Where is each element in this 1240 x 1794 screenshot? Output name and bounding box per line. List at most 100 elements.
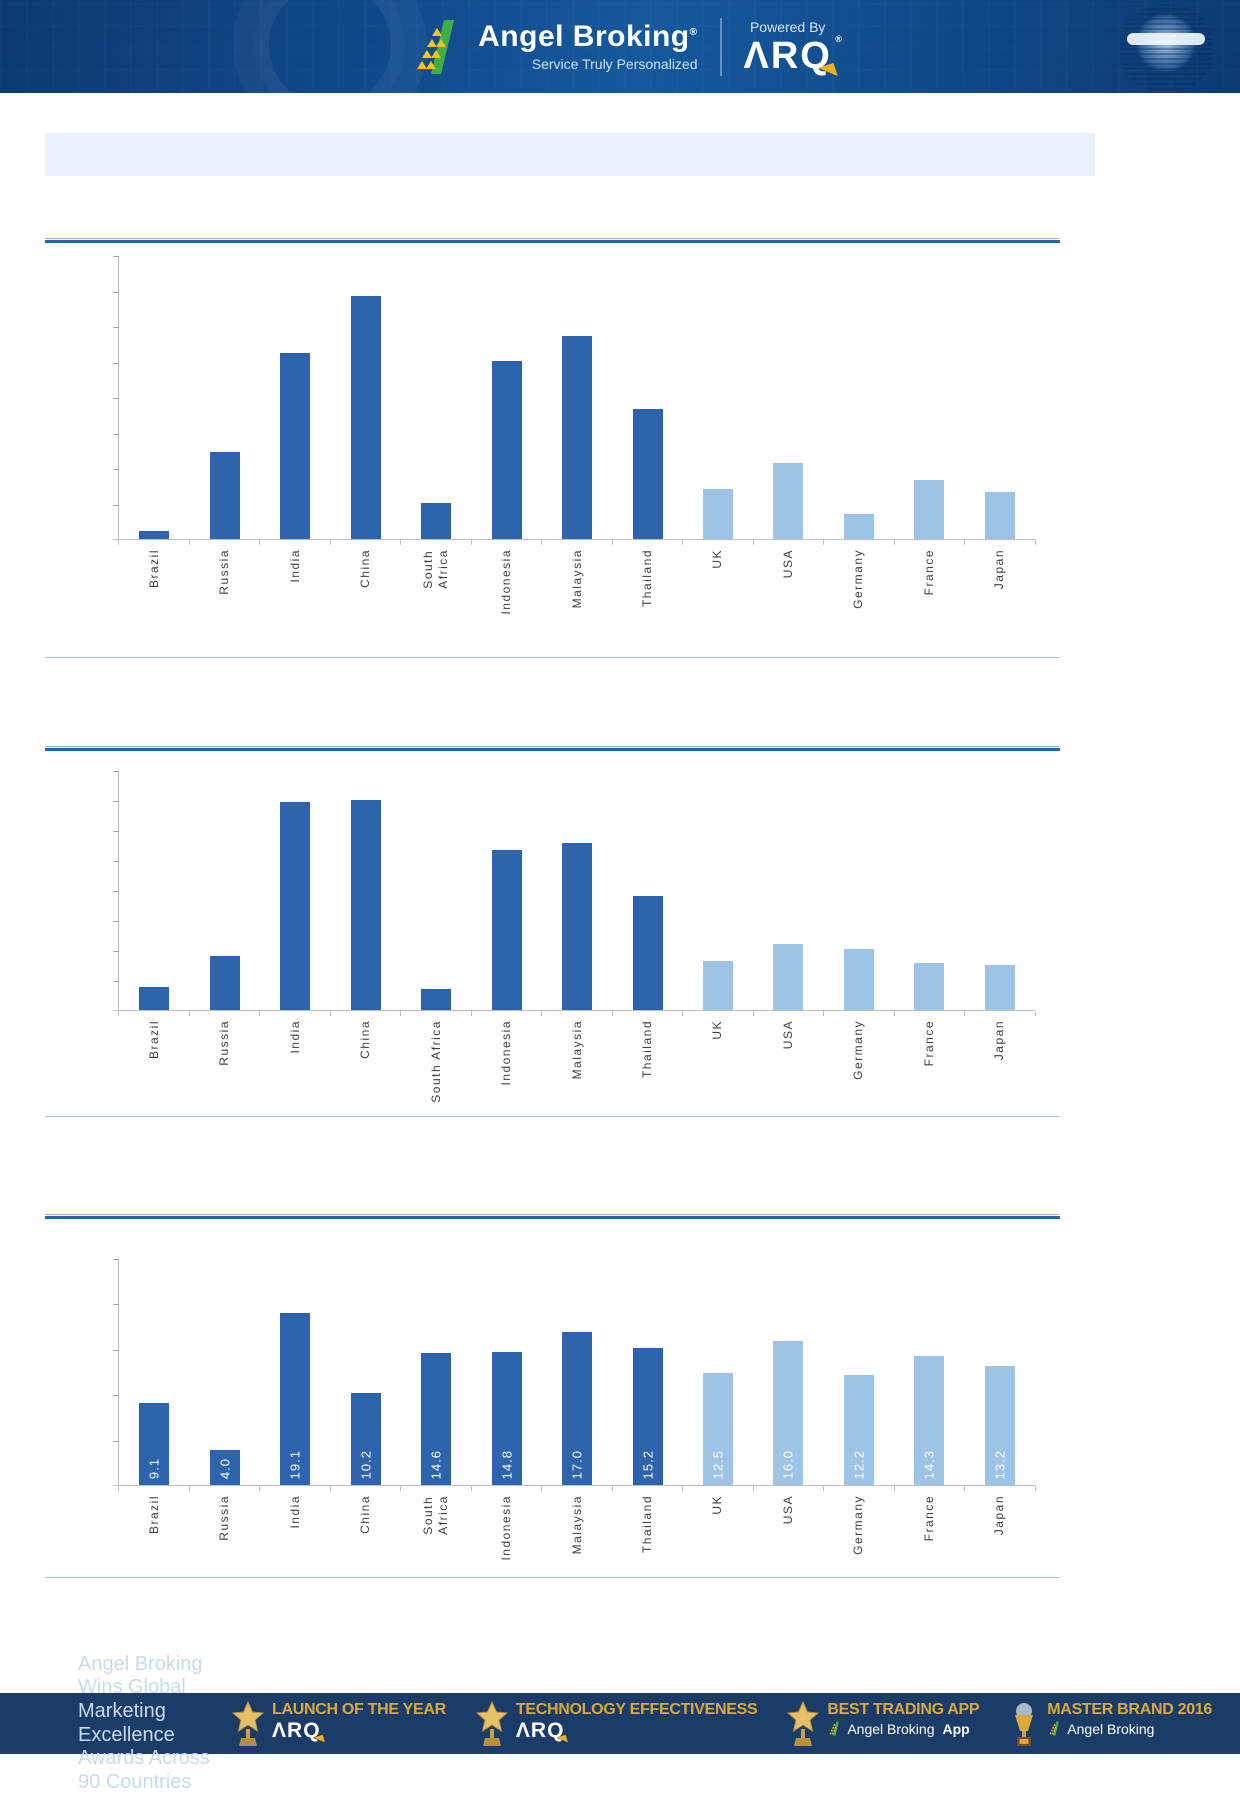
x-axis-label-russia: Russia — [217, 1020, 232, 1066]
chart-3-labeled-values: 9.1 4.0 19.1 10.2 14.6 14.8 17.0 15.2 12.5 16.0 12… — [45, 1259, 1060, 1577]
bar-brazil — [139, 531, 170, 540]
bar-russia — [209, 451, 240, 540]
badge-brand-label: Angel Broking App — [827, 1721, 979, 1737]
x-axis-tick — [470, 540, 472, 545]
y-axis-tick — [113, 256, 119, 257]
x-axis-tick — [611, 1486, 613, 1491]
award-badge-2: TECHNOLOGY EFFECTIVENESS ΛRQ — [475, 1700, 758, 1747]
x-axis-tick — [611, 540, 613, 545]
bar-value-label: 14.8 — [499, 1449, 515, 1479]
bar-uk — [702, 960, 733, 1011]
x-axis-labels: Brazil Russia India China South Africa Indone… — [119, 1495, 1035, 1577]
badge-title: TECHNOLOGY EFFECTIVENESS — [515, 1700, 758, 1718]
x-axis-tick — [893, 540, 895, 545]
badge-arq-logo: ΛRQ — [516, 1719, 569, 1745]
bar-germany — [843, 514, 874, 540]
x-axis-tick — [682, 1486, 684, 1491]
chart-2-emerging-vs-developed: Brazil Russia India China South Africa Indone… — [45, 771, 1060, 1116]
x-axis-label-india: India — [287, 549, 302, 583]
globe-trophy-icon — [1015, 1702, 1034, 1746]
x-axis-label-germany: Germany — [851, 1495, 866, 1555]
chart-2-plot-area — [113, 771, 1036, 1016]
x-axis-line — [113, 539, 1035, 540]
x-axis-tick — [682, 540, 684, 545]
x-axis-tick — [1035, 540, 1036, 545]
y-axis-tick — [113, 1259, 119, 1260]
brand-tagline: Service Truly Personalized — [531, 55, 698, 72]
banner-divider — [719, 17, 722, 76]
x-axis-labels: Brazil Russia India China South Africa Indone… — [119, 549, 1035, 657]
x-axis-label-south-africa: South Africa — [428, 1020, 443, 1103]
arq-logo: ΛRQ ® — [744, 34, 842, 81]
x-axis-label-france: France — [921, 549, 936, 596]
badge-title: MASTER BRAND 2016 — [1047, 1700, 1212, 1718]
x-axis-tick — [964, 1011, 966, 1016]
x-axis-line — [113, 1010, 1035, 1011]
x-axis-label-indonesia: Indonesia — [499, 1020, 514, 1086]
y-axis-tick — [113, 1304, 119, 1306]
y-axis-tick — [113, 981, 119, 982]
x-axis-label-germany: Germany — [851, 549, 866, 609]
y-axis-tick — [113, 1440, 119, 1442]
x-axis-tick — [541, 1486, 543, 1491]
x-axis-labels: Brazil Russia India China South Africa Indone… — [119, 1020, 1035, 1116]
arq-arrow-icon — [313, 1734, 325, 1745]
bar-india: 19.1 — [280, 1312, 311, 1486]
bar-france — [914, 480, 945, 540]
banner-circuit-pattern — [0, 0, 1240, 93]
x-axis-label-thailand: Thailand — [640, 1020, 655, 1079]
x-axis-label-france: France — [921, 1020, 936, 1067]
bar-russia: 4.0 — [209, 1449, 240, 1486]
x-axis-label-indonesia: Indonesia — [499, 549, 514, 615]
x-axis-tick — [259, 1011, 261, 1016]
x-axis-label-indonesia: Indonesia — [499, 1495, 514, 1561]
chart-section-2: Brazil Russia India China South Africa Indone… — [45, 746, 1060, 1117]
x-axis-tick — [541, 1011, 543, 1016]
bar-india — [280, 802, 311, 1011]
x-axis-tick — [541, 540, 543, 545]
x-axis-tick — [259, 1486, 261, 1491]
bar-brazil — [139, 987, 170, 1011]
x-axis-label-china: China — [358, 1495, 373, 1534]
x-axis-label-china: China — [358, 1020, 373, 1059]
x-axis-tick — [118, 1486, 119, 1491]
x-axis-label-india: India — [287, 1495, 302, 1529]
bar-japan: 13.2 — [984, 1366, 1015, 1486]
bar-france — [914, 963, 945, 1011]
x-axis-tick — [259, 540, 261, 545]
x-axis-label-japan: Japan — [992, 1495, 1007, 1536]
x-axis-label-thailand: Thailand — [640, 549, 655, 608]
x-axis-label-malaysia: Malaysia — [569, 1495, 584, 1555]
y-axis-tick — [113, 1349, 119, 1351]
bar-brazil: 9.1 — [139, 1403, 170, 1486]
y-axis-tick — [113, 951, 119, 952]
bar-japan — [984, 491, 1015, 540]
x-axis-tick — [823, 1011, 825, 1016]
x-axis-tick — [752, 1486, 754, 1491]
bar-value-label: 14.3 — [921, 1449, 937, 1479]
bar-germany — [843, 948, 874, 1011]
brand-name: Angel Broking® — [478, 19, 698, 53]
y-axis-tick — [113, 831, 119, 832]
badge-arq-logo: ΛRQ — [272, 1719, 325, 1745]
bar-indonesia — [491, 850, 522, 1011]
x-axis-tick — [752, 540, 754, 545]
x-axis-tick — [611, 1011, 613, 1016]
x-axis-label-south-africa: South Africa — [421, 549, 451, 589]
bar-value-label: 19.1 — [287, 1449, 303, 1479]
bar-value-label: 17.0 — [569, 1449, 585, 1479]
x-axis-tick — [470, 1011, 472, 1016]
x-axis-tick — [1035, 1486, 1036, 1491]
x-axis-label-usa: USA — [780, 1020, 795, 1050]
x-axis-tick — [470, 1486, 472, 1491]
registered-mark: ® — [689, 26, 698, 38]
bar-uk: 12.5 — [702, 1372, 733, 1486]
bar-france: 14.3 — [914, 1356, 945, 1486]
bar-china — [350, 295, 381, 540]
x-axis-label-japan: Japan — [992, 549, 1007, 590]
angel-broking-triangle-icon — [417, 19, 455, 74]
x-axis-label-thailand: Thailand — [640, 1495, 655, 1554]
y-axis-tick — [113, 1395, 119, 1397]
x-axis-label-uk: UK — [710, 549, 725, 569]
chart-1-emerging-vs-developed: Brazil Russia India China South Africa Indone… — [45, 256, 1060, 657]
